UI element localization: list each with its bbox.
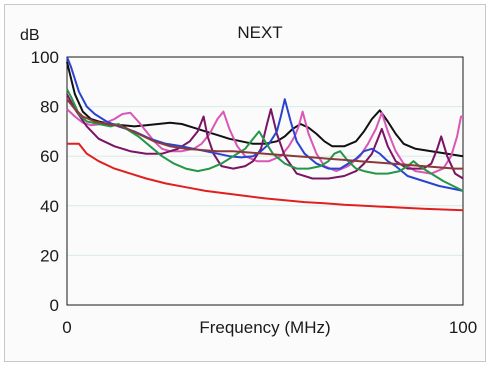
y-tick-label: 80 [40, 98, 59, 117]
plot-area-border [66, 56, 464, 306]
gridlines [67, 106, 463, 256]
series-line-3 [66, 108, 463, 175]
y-tick-label: 100 [31, 48, 59, 67]
chart-title: NEXT [237, 23, 282, 42]
series-line-6 [66, 88, 464, 192]
y-tick-label: 40 [40, 197, 59, 216]
x-tick-label: 0 [62, 318, 71, 337]
x-axis-label: Frequency (MHz) [199, 318, 330, 337]
series-layer [66, 56, 464, 212]
series-line-2 [66, 61, 464, 158]
series-line-5 [66, 56, 464, 192]
y-tick-label: 60 [40, 147, 59, 166]
series-line-7 [66, 98, 463, 170]
y-tick-label: 20 [40, 246, 59, 265]
series-line-1 [67, 142, 464, 212]
y-axis-label: dB [20, 27, 40, 44]
x-tick-label: 100 [449, 318, 477, 337]
tick-labels: 100 80 60 40 20 00 100 [31, 48, 478, 337]
chart-svg: 100 80 60 40 20 00 100 NEXT dB Frequency (MHz) [20, 23, 478, 337]
y-tick-label: 0 [50, 296, 59, 315]
chart-panel: 100 80 60 40 20 0 0 100 NEXT dB Frequency (MHz) [4, 4, 486, 362]
